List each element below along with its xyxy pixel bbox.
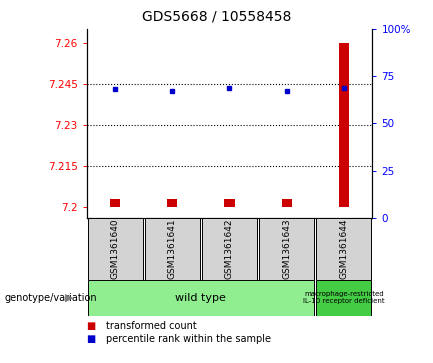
Text: GSM1361643: GSM1361643 bbox=[282, 218, 291, 279]
Bar bbox=[259, 218, 314, 280]
Bar bbox=[167, 199, 178, 207]
Bar bbox=[224, 199, 235, 207]
Bar bbox=[339, 43, 349, 207]
Bar bbox=[202, 218, 257, 280]
Text: GSM1361642: GSM1361642 bbox=[225, 219, 234, 279]
Bar bbox=[281, 199, 292, 207]
Bar bbox=[110, 199, 120, 207]
Text: ▶: ▶ bbox=[65, 293, 74, 303]
Text: GSM1361641: GSM1361641 bbox=[168, 218, 177, 279]
Text: ■: ■ bbox=[87, 334, 96, 344]
Text: wild type: wild type bbox=[175, 293, 226, 303]
Bar bbox=[88, 218, 142, 280]
Text: GSM1361640: GSM1361640 bbox=[111, 218, 120, 279]
Text: ■: ■ bbox=[87, 321, 96, 331]
Text: transformed count: transformed count bbox=[106, 321, 197, 331]
Bar bbox=[317, 280, 371, 316]
Bar bbox=[88, 280, 314, 316]
Text: GSM1361644: GSM1361644 bbox=[339, 219, 348, 279]
Bar bbox=[145, 218, 200, 280]
Bar bbox=[317, 218, 371, 280]
Text: macrophage-restricted
IL-10 receptor deficient: macrophage-restricted IL-10 receptor def… bbox=[303, 291, 385, 304]
Text: genotype/variation: genotype/variation bbox=[4, 293, 97, 303]
Text: percentile rank within the sample: percentile rank within the sample bbox=[106, 334, 271, 344]
Text: GDS5668 / 10558458: GDS5668 / 10558458 bbox=[142, 9, 291, 23]
